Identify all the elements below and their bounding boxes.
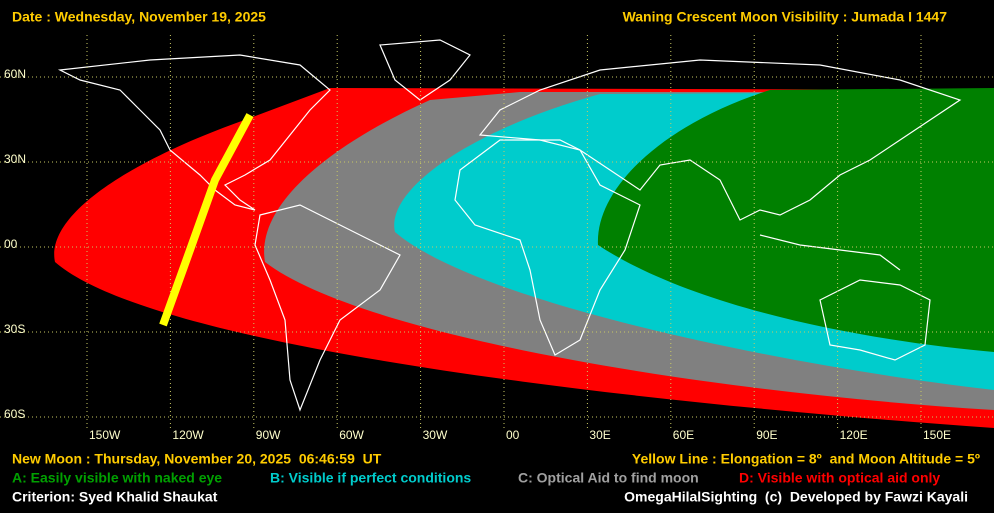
lon-label: 90W — [256, 428, 281, 442]
lat-label: 00 — [4, 237, 18, 251]
lon-label: 30E — [589, 428, 610, 442]
legend-d: D: Visible with optical aid only — [739, 470, 940, 486]
credit: OmegaHilalSighting (c) Developed by Fawz… — [624, 489, 968, 505]
criterion: Criterion: Syed Khalid Shaukat — [12, 489, 218, 505]
north-america — [57, 54, 331, 211]
visibility-zones — [54, 88, 994, 428]
lon-label: 120E — [840, 428, 868, 442]
indonesia — [759, 234, 901, 271]
lon-label: 30W — [423, 428, 448, 442]
lon-label: 60E — [673, 428, 694, 442]
lon-label: 00 — [506, 428, 520, 442]
legend-a: A: Easily visible with naked eye — [12, 470, 222, 486]
greenland — [379, 39, 471, 101]
coastlines — [57, 39, 962, 412]
new-moon: New Moon : Thursday, November 20, 2025 0… — [12, 451, 382, 467]
lat-label: 60S — [4, 407, 25, 421]
lat-label: 60N — [4, 67, 26, 81]
lon-label: 150W — [89, 428, 121, 442]
lon-label: 60W — [339, 428, 364, 442]
lat-label: 30N — [4, 152, 26, 166]
europe-asia — [478, 59, 962, 221]
yellow-line-note: Yellow Line : Elongation = 8º and Moon A… — [632, 451, 980, 467]
title: Waning Crescent Moon Visibility : Jumada… — [623, 9, 948, 25]
lon-label: 150E — [923, 428, 951, 442]
zone-a-green — [597, 88, 994, 352]
date: Date : Wednesday, November 19, 2025 — [12, 9, 266, 25]
lon-label: 90E — [756, 428, 777, 442]
lon-label: 120W — [172, 428, 204, 442]
australia — [819, 279, 931, 361]
grid — [0, 35, 994, 428]
legend-b: B: Visible if perfect conditions — [270, 470, 471, 486]
south-america — [254, 204, 401, 412]
lat-label: 30S — [4, 322, 25, 336]
africa — [454, 139, 641, 356]
yellow-line — [159, 113, 254, 327]
legend-c: C: Optical Aid to find moon — [518, 470, 699, 486]
footer-background — [0, 428, 994, 513]
